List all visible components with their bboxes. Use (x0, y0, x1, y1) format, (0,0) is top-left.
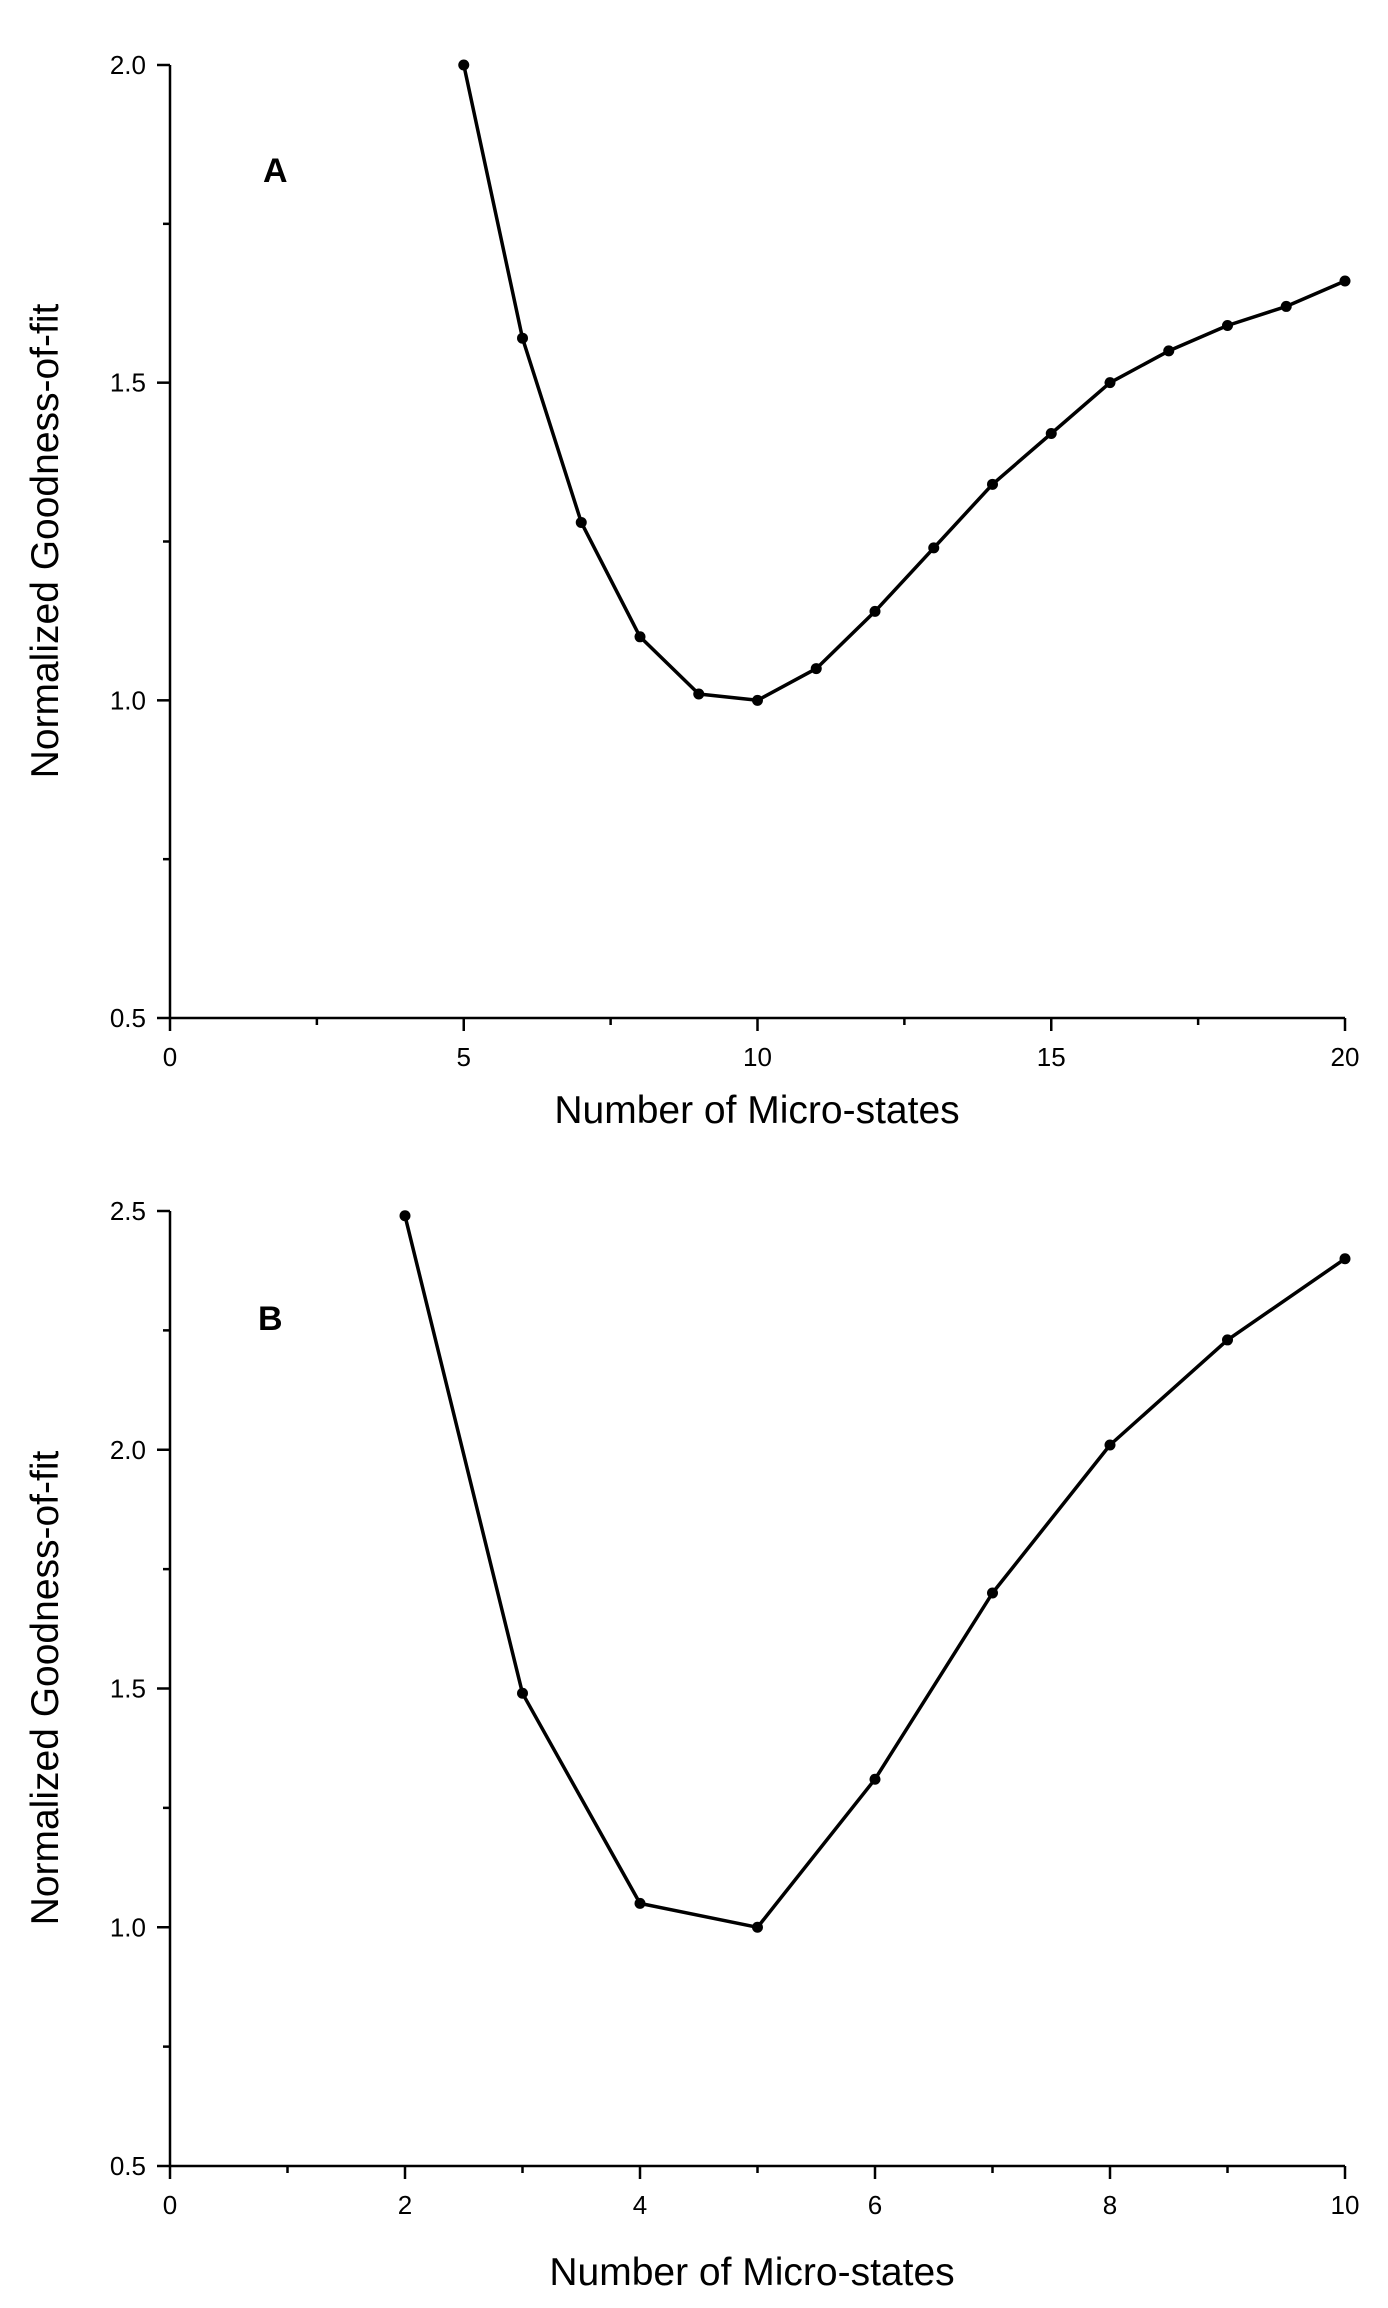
data-point (869, 1773, 881, 1785)
data-point (575, 516, 587, 528)
x-tick-label: 6 (868, 2190, 882, 2220)
y-tick-label: 2.0 (110, 1435, 146, 1465)
data-point (1280, 300, 1292, 312)
x-tick-label: 4 (633, 2190, 647, 2220)
data-point (399, 1210, 411, 1222)
x-tick-label: 0 (163, 2190, 177, 2220)
y-tick-label: 1.5 (110, 368, 146, 398)
x-tick-label: 10 (1331, 2190, 1360, 2220)
x-tick-label: 5 (457, 1042, 471, 1072)
data-point (634, 1897, 646, 1909)
data-point (1104, 1439, 1116, 1451)
data-point (752, 1921, 763, 1933)
y-tick-label: 1.5 (110, 1674, 146, 1704)
x-tick-label: 15 (1037, 1042, 1066, 1072)
x-tick-label: 10 (743, 1042, 772, 1072)
y-axis-title: Normalized Goodness-of-fit (24, 1450, 67, 1925)
y-tick-label: 1.0 (110, 685, 146, 715)
tick-group: 0 5 10 15 20 0.5 1.0 1.5 2.0 (110, 50, 1360, 1072)
data-marks (399, 1210, 1351, 1933)
data-point (1222, 319, 1233, 331)
y-tick-label: 2.0 (110, 50, 146, 80)
x-tick-label: 20 (1331, 1042, 1360, 1072)
data-point (1104, 377, 1116, 389)
data-point (1163, 345, 1175, 357)
data-point (517, 1687, 528, 1699)
series-line (403, 1215, 1346, 1930)
x-axis-title: Number of Micro-states (549, 2251, 954, 2294)
chart-panel-b: B 0 2 4 6 8 10 0.5 1.0 1.5 2.0 2.5 Number of Micro… (24, 1196, 1359, 2294)
data-point (987, 1587, 998, 1599)
data-point (869, 605, 881, 617)
data-point (987, 478, 998, 490)
x-axis-title: Number of Micro-states (554, 1089, 959, 1132)
data-marks (458, 59, 1351, 706)
data-point (693, 688, 705, 700)
y-tick-label: 0.5 (110, 2151, 146, 2181)
y-tick-label: 2.5 (110, 1196, 146, 1226)
tick-group: 0 2 4 6 8 10 0.5 1.0 1.5 2.0 2.5 (110, 1196, 1360, 2220)
panel-label-a: A (263, 152, 288, 190)
data-point (517, 332, 528, 344)
data-point (752, 694, 763, 706)
data-point (634, 631, 646, 643)
chart-panel-a: A 0 5 10 15 20 0.5 1.0 1.5 2.0 Number of Micro-s… (24, 50, 1359, 1132)
data-point (1045, 427, 1057, 439)
x-tick-label: 0 (163, 1042, 177, 1072)
y-tick-label: 0.5 (110, 1003, 146, 1033)
data-point (810, 663, 822, 675)
x-tick-label: 8 (1103, 2190, 1117, 2220)
x-tick-label: 2 (398, 2190, 412, 2220)
y-axis-title: Normalized Goodness-of-fit (24, 303, 67, 778)
data-point (1339, 1253, 1351, 1265)
data-point (1222, 1334, 1233, 1346)
panel-label-b: B (258, 1300, 283, 1338)
data-point (1339, 275, 1351, 287)
y-tick-label: 1.0 (110, 1912, 146, 1942)
data-point (928, 542, 940, 554)
series-line (462, 64, 1346, 703)
data-point (458, 59, 470, 71)
